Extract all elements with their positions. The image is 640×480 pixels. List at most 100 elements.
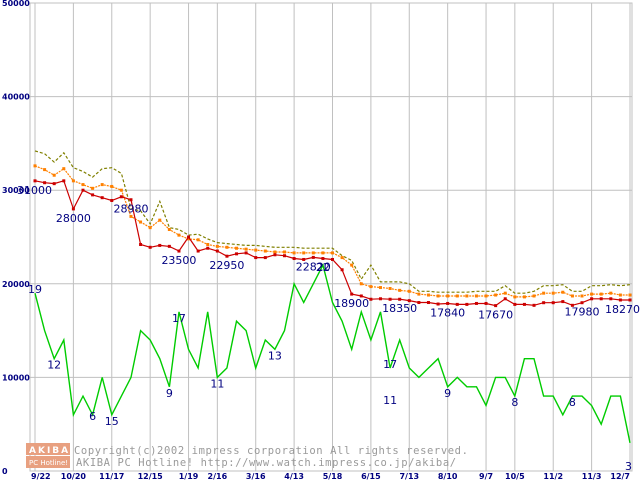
series-1-point (350, 263, 354, 267)
y-tick-label: 20000 (2, 280, 30, 289)
x-tick-label: 11/3 (582, 472, 602, 480)
shop-count-label: 22 (316, 261, 330, 274)
series-2-point (215, 249, 219, 253)
series-2-point (62, 179, 66, 183)
series-2-point (167, 244, 171, 248)
x-tick-label: 3/16 (246, 472, 266, 480)
series-1-point (167, 228, 171, 232)
series-2-point (590, 297, 594, 301)
price-data-label: 28000 (56, 212, 91, 225)
series-2-point (455, 302, 459, 306)
series-2-point (359, 294, 363, 298)
series-1-point (81, 183, 85, 187)
logo-top-block (26, 443, 70, 455)
series-1-point (225, 245, 229, 249)
x-tick-label: 6/15 (361, 472, 381, 480)
series-1-point (33, 164, 37, 168)
series-1-point (119, 188, 123, 192)
series-1-point (302, 251, 306, 255)
shop-count-label: 8 (511, 396, 518, 409)
logo-top-text: AKIBA (29, 446, 70, 456)
x-tick-label: 11/17 (99, 472, 124, 480)
series-2-point (43, 181, 47, 185)
series-2-point (350, 292, 354, 296)
shop-count-label: 15 (105, 415, 119, 428)
x-tick-label: 10/20 (61, 472, 87, 480)
shop-count-label: 12 (47, 359, 61, 372)
y-axis-ticks: 0 10000 20000 30000 40000 50000 (2, 0, 30, 476)
series-2-point (599, 297, 603, 301)
series-2-point (302, 257, 306, 261)
price-data-label: 18350 (382, 302, 417, 315)
series-2-point (273, 253, 277, 257)
series-1-point (503, 291, 507, 295)
series-1-point (618, 293, 622, 297)
x-tick-label: 2/16 (208, 472, 228, 480)
series-1-point (215, 244, 219, 248)
series-1-point (474, 294, 478, 298)
series-1-point (561, 290, 565, 294)
series-2-point (263, 256, 267, 260)
shop-count-label: 13 (268, 349, 282, 362)
series-1-point (177, 233, 181, 237)
series-2-point (254, 256, 258, 260)
plot-frame (29, 2, 633, 472)
shop-count-label: 6 (89, 410, 96, 423)
series-1-point (196, 238, 200, 242)
price-data-label: 22950 (209, 259, 244, 272)
series-2-point (119, 195, 123, 199)
series-line-3 (34, 263, 631, 444)
series-2-point (369, 297, 373, 301)
series-1-point (446, 294, 450, 298)
series-1-point (311, 251, 315, 255)
series-1-point (494, 293, 498, 297)
series-1-point (100, 183, 104, 187)
series-1-point (283, 250, 287, 254)
series-2-point (474, 301, 478, 305)
series-1-point (398, 288, 402, 292)
x-tick-label: 8/10 (438, 472, 458, 480)
series-1-point (590, 292, 594, 296)
series-1-point (71, 179, 75, 183)
data-labels: 31000 28000 28980 23500 22950 22820 18900 18350… (17, 184, 640, 473)
price-data-label: 22820 (296, 260, 331, 273)
series-1-point (436, 294, 440, 298)
series-2-point (139, 242, 143, 246)
x-axis-ticks: 9/22 10/20 11/17 12/15 1/19 2/16 3/16 4/13 5/18 6… (31, 472, 630, 480)
logo-bottom-block (26, 456, 70, 468)
price-data-label: 18270 (605, 303, 640, 316)
shop-count-label: 9 (166, 387, 173, 400)
series-2-point (158, 243, 162, 247)
series-2-point (628, 298, 632, 302)
series-2-point (436, 302, 440, 306)
x-tick-label: 9/7 (479, 472, 493, 480)
site-url-text: AKIBA PC Hotline! http://www.watch.impre… (76, 457, 457, 469)
series-1-point (609, 291, 613, 295)
series-2-point (148, 245, 152, 249)
series-group (33, 150, 632, 444)
y-tick-label: 50000 (2, 0, 30, 8)
series-2-point (561, 300, 565, 304)
x-tick-label: 7/13 (399, 472, 419, 480)
series-2-point (417, 301, 421, 305)
x-tick-label: 4/13 (284, 472, 304, 480)
series-2-point (398, 297, 402, 301)
series-1-point (378, 286, 382, 290)
series-1-point (465, 294, 469, 298)
series-2-point (407, 299, 411, 303)
series-1-point (455, 294, 459, 298)
series-1-point (484, 294, 488, 298)
series-1-point (513, 295, 517, 299)
series-2-point (618, 298, 622, 302)
series-1-point (52, 173, 56, 177)
series-2-point (570, 303, 574, 307)
price-data-label: 17670 (478, 309, 513, 322)
price-data-label: 17980 (565, 306, 600, 319)
series-2-point (52, 182, 56, 186)
series-2-point (196, 249, 200, 253)
series-2-point (244, 251, 248, 255)
footer-watermark: AKIBA PC Hotline! Copyright(c)2002 impre… (26, 443, 468, 469)
series-2-point (206, 246, 210, 250)
